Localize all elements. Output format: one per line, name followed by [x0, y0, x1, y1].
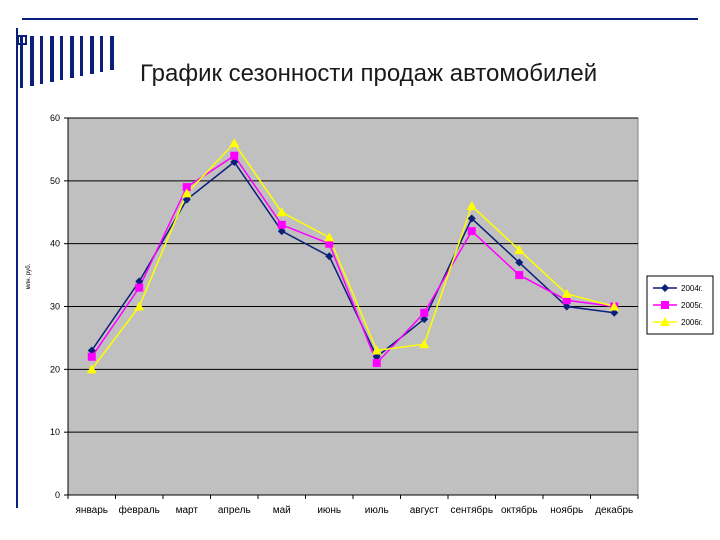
data-point: [135, 277, 144, 286]
y-tick-label: 20: [50, 364, 60, 374]
data-point: [661, 284, 669, 292]
data-point: [230, 151, 239, 160]
data-point: [562, 296, 571, 305]
decor-bar: [30, 36, 34, 86]
decor-bar: [80, 36, 83, 76]
decor-bar: [70, 36, 74, 78]
data-point: [610, 308, 619, 317]
legend-entry: 2005г.: [681, 301, 703, 310]
data-point: [467, 227, 476, 236]
data-point: [324, 232, 335, 242]
data-point: [466, 200, 477, 210]
x-tick-label: февраль: [119, 504, 160, 516]
decor-bar: [90, 36, 94, 74]
x-tick-label: март: [176, 505, 199, 516]
data-point: [661, 301, 669, 309]
series-line: [91, 154, 615, 365]
data-point: [181, 188, 192, 198]
data-point: [134, 301, 145, 311]
y-tick-label: 30: [50, 302, 60, 312]
y-tick-label: 0: [55, 490, 60, 500]
data-point: [86, 364, 97, 374]
data-point: [420, 308, 429, 317]
slide-decoration: [17, 35, 114, 88]
legend-entry: 2004г.: [681, 284, 703, 293]
data-point: [609, 301, 620, 311]
decor-bar: [20, 36, 23, 88]
data-point: [562, 302, 571, 311]
data-point: [372, 352, 381, 361]
y-tick-label: 10: [50, 427, 60, 437]
data-point: [561, 288, 572, 298]
decor-bar: [40, 36, 43, 84]
data-point: [182, 195, 191, 204]
data-point: [277, 220, 286, 229]
data-point: [230, 157, 239, 166]
data-point: [419, 339, 430, 349]
data-point: [135, 283, 144, 292]
slide-left-rule: [16, 28, 18, 508]
series-line: [91, 141, 615, 370]
y-tick-label: 40: [50, 239, 60, 249]
x-tick-label: июнь: [317, 505, 341, 516]
decor-bar: [110, 36, 114, 70]
chart-area: 0 10 20 30 40 50 60 млн. руб. январь февраль март а…: [18, 88, 720, 540]
data-point: [87, 346, 96, 355]
x-tick-label: октябрь: [501, 504, 538, 516]
decor-bar: [60, 36, 63, 80]
x-tick-label: май: [273, 505, 291, 516]
data-point: [372, 359, 381, 368]
data-point: [420, 315, 429, 324]
x-tick-label: январь: [76, 505, 108, 516]
decor-bar: [50, 36, 54, 82]
slide-top-rule: [22, 18, 698, 20]
x-tick-label: июль: [365, 505, 389, 516]
decor-bar: [100, 36, 103, 72]
data-point: [277, 227, 286, 236]
x-tick-label: сентябрь: [450, 504, 493, 516]
line-chart: 0 10 20 30 40 50 60 млн. руб. январь февраль март а…: [26, 113, 714, 516]
data-point: [276, 207, 287, 217]
data-point: [371, 345, 382, 355]
slide-title: График сезонности продаж автомобилей: [140, 60, 598, 87]
data-point: [87, 352, 96, 361]
data-point: [514, 244, 525, 254]
y-tick-label: 60: [50, 113, 60, 123]
data-point: [515, 258, 524, 267]
x-tick-label: декабрь: [595, 504, 633, 516]
title-bullet-icon: [17, 35, 27, 45]
x-tick-label: август: [410, 505, 439, 516]
y-tick-label: 50: [50, 176, 60, 186]
data-point: [229, 138, 240, 148]
data-point: [182, 183, 191, 192]
x-tick-label: апрель: [218, 505, 251, 516]
data-point: [467, 214, 476, 223]
data-point: [515, 271, 524, 280]
data-point: [325, 252, 334, 261]
y-axis-label: млн. руб.: [26, 263, 32, 289]
data-point: [660, 317, 670, 326]
x-tick-label: ноябрь: [550, 504, 583, 516]
data-point: [325, 239, 334, 248]
legend-entry: 2006г.: [681, 318, 703, 327]
